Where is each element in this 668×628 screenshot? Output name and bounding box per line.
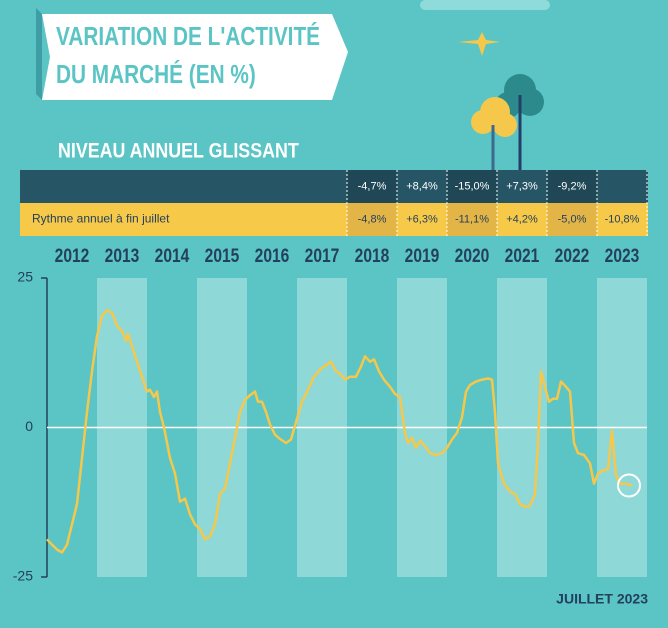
- x-tick-label: 2022: [555, 245, 590, 267]
- banner-edge: [36, 8, 42, 100]
- y-tick-label: -25: [13, 568, 33, 584]
- tree: [493, 113, 517, 137]
- table-value: +8,4%: [406, 180, 438, 192]
- footnote: JUILLET 2023: [556, 591, 648, 607]
- tree: [516, 88, 544, 116]
- table-cell: [547, 203, 597, 236]
- subtitle: NIVEAU ANNUEL GLISSANT: [58, 139, 299, 163]
- table-value: +7,3%: [506, 180, 538, 192]
- end-marker: [617, 473, 641, 498]
- x-tick-label: 2021: [505, 245, 540, 267]
- table-value: -11,1%: [455, 213, 489, 225]
- title-line: DU MARCHÉ (EN %): [56, 59, 256, 89]
- x-tick-label: 2020: [455, 245, 490, 267]
- x-tick-label: 2019: [405, 245, 440, 267]
- table-value: +4,2%: [506, 213, 538, 225]
- tree: [471, 110, 495, 134]
- table-value: -4,8%: [358, 213, 387, 225]
- y-tick-label: 0: [25, 418, 33, 434]
- x-tick-label: 2016: [255, 245, 290, 267]
- x-tick-label: 2018: [355, 245, 390, 267]
- x-tick-label: 2014: [155, 245, 190, 267]
- x-tick-label: 2013: [105, 245, 140, 267]
- star: [458, 32, 500, 56]
- table-row: [20, 170, 648, 203]
- table-value: -4,7%: [358, 180, 387, 192]
- title-line: VARIATION DE L'ACTIVITÉ: [56, 21, 320, 51]
- row-label: Rythme annuel à fin juillet: [32, 212, 170, 226]
- x-tick-label: 2012: [55, 245, 90, 267]
- table-cell: [447, 203, 497, 236]
- table-cell: [347, 203, 397, 236]
- line: [46, 309, 633, 554]
- title-banner: [42, 14, 348, 100]
- x-tick-label: 2023: [605, 245, 640, 267]
- table-value: -10,8%: [605, 213, 640, 225]
- table-value: -15,0%: [455, 180, 490, 192]
- table-cell: [547, 170, 597, 203]
- table-value: -5,0%: [558, 213, 587, 225]
- table-row: [20, 203, 648, 236]
- table-value: +6,3%: [406, 213, 438, 225]
- table-cell: [447, 170, 497, 203]
- table-cell: [347, 170, 397, 203]
- table-value: -9,2%: [558, 180, 587, 192]
- x-tick-label: 2017: [305, 245, 340, 267]
- x-tick-label: 2015: [205, 245, 240, 267]
- y-tick-label: 25: [17, 269, 33, 285]
- decor-bar: [420, 0, 550, 10]
